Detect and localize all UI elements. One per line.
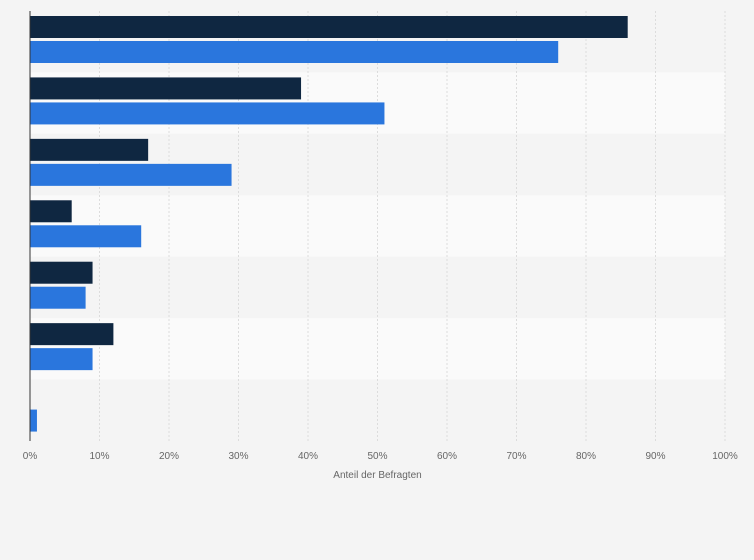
bar — [30, 138, 149, 161]
bar — [30, 261, 93, 284]
bar — [30, 16, 628, 38]
x-tick-label: 50% — [367, 451, 387, 462]
x-tick-label: 100% — [712, 451, 738, 462]
bar — [30, 41, 559, 63]
bar — [30, 200, 72, 223]
x-axis-title: Anteil der Befragten — [333, 470, 421, 481]
x-tick-label: 10% — [89, 451, 109, 462]
bar — [30, 225, 142, 248]
x-tick-label: 90% — [645, 451, 665, 462]
bar — [30, 409, 37, 432]
x-tick-label: 20% — [159, 451, 179, 462]
x-tick-label: 40% — [298, 451, 318, 462]
category-band — [30, 379, 725, 441]
x-tick-labels: 0% 10% 20% 30% 40% 50% 60% 70% 80% 90% 100% — [23, 451, 738, 462]
bar — [30, 163, 232, 186]
x-tick-label: 30% — [228, 451, 248, 462]
x-tick-label: 70% — [506, 451, 526, 462]
bar — [30, 286, 86, 309]
bar — [30, 348, 93, 371]
bar — [30, 323, 114, 346]
bars — [30, 16, 628, 432]
x-tick-label: 0% — [23, 451, 38, 462]
x-tick-label: 80% — [576, 451, 596, 462]
bar — [30, 102, 385, 125]
category-band — [30, 195, 725, 257]
bar — [30, 77, 302, 100]
x-tick-label: 60% — [437, 451, 457, 462]
